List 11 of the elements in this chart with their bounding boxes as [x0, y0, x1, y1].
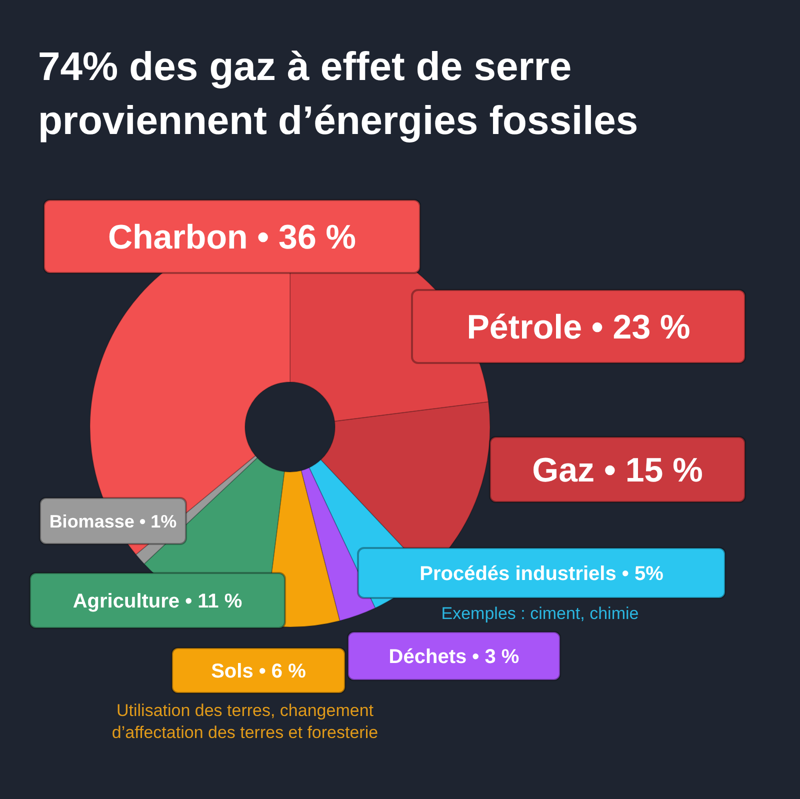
slice-label: Charbon • 36 %	[108, 218, 356, 256]
slice-label: Sols • 6 %	[211, 660, 306, 682]
slice-label: Gaz • 15 %	[532, 451, 703, 490]
chart-title: 74% des gaz à effet de serre proviennent d’énergies fossiles	[38, 44, 640, 145]
slice-label: Procédés industriels • 5%	[420, 563, 664, 585]
slice-label: Déchets • 3 %	[388, 646, 520, 668]
slice-label: Agriculture • 11 %	[72, 590, 242, 612]
text: Utilisation des terres, changement d’affectation des terres et foresterie	[110, 700, 380, 744]
text: Exemples : ciment, chimie	[440, 603, 640, 625]
slice-label: Biomasse • 1%	[49, 511, 177, 532]
slice-label: Pétrole • 23 %	[466, 308, 690, 346]
